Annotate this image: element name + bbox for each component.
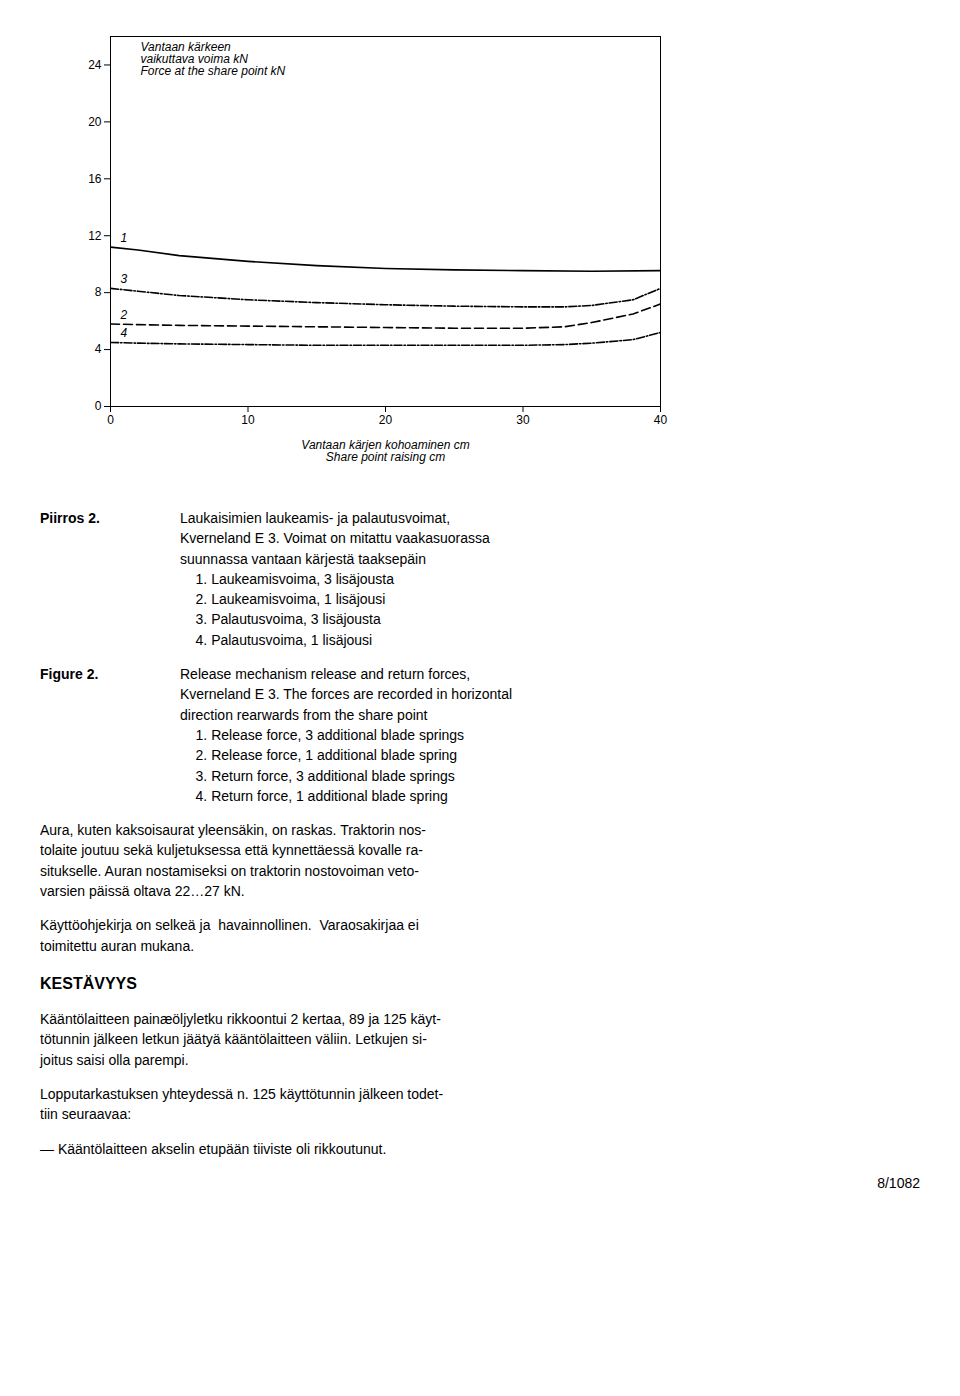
html-text:Figure 2.: Figure 2.: [40, 666, 99, 683]
svg-text:40: 40: [654, 413, 668, 427]
html-text:KESTÄVYYS: KESTÄVYYS: [40, 974, 137, 992]
html-text:Release mechanism release and: Release mechanism release and return for…: [180, 666, 512, 804]
html-text:Kääntölaitteen painæöljyletku: Kääntölaitteen painæöljyletku rikkoontui…: [40, 1011, 441, 1068]
html-text:— Kääntölaitteen akselin etupä: — Kääntölaitteen akselin etupään tiivist…: [40, 1140, 387, 1157]
html-text:8/1082: 8/1082: [877, 1174, 920, 1191]
html-text:Käyttöohjekirja on selkeä ja h: Käyttöohjekirja on selkeä ja havainnolli…: [40, 917, 419, 954]
svg-text:0: 0: [107, 413, 114, 427]
svg-text:8: 8: [95, 285, 102, 299]
svg-text:20: 20: [379, 413, 393, 427]
svg-text:12: 12: [88, 229, 102, 243]
svg-text:Vantaan kärjen kohoaminen cmSh: Vantaan kärjen kohoaminen cmShare point …: [301, 438, 469, 464]
svg-text:1: 1: [121, 231, 128, 245]
html-text:Aura, kuten kaksoisaurat yleen: Aura, kuten kaksoisaurat yleensäkin, on …: [40, 822, 426, 899]
svg-text:4: 4: [95, 342, 102, 356]
svg-text:30: 30: [516, 413, 530, 427]
svg-text:16: 16: [88, 172, 102, 186]
svg-text:10: 10: [241, 413, 255, 427]
svg-text:Vantaan kärkeenvaikuttava voim: Vantaan kärkeenvaikuttava voima kNForce …: [141, 40, 286, 78]
svg-text:4: 4: [121, 326, 128, 340]
svg-text:20: 20: [88, 115, 102, 129]
svg-text:3: 3: [121, 272, 128, 286]
svg-text:0: 0: [95, 399, 102, 413]
html-text:Lopputarkastuksen yhteydessä n: Lopputarkastuksen yhteydessä n. 125 käyt…: [40, 1086, 444, 1123]
svg-text:2: 2: [120, 308, 128, 322]
html-text:Piirros 2.: Piirros 2.: [40, 510, 100, 526]
html-text:Laukaisimien laukeamis- ja pal: Laukaisimien laukeamis- ja palautusvoima…: [180, 510, 490, 648]
svg-text:24: 24: [88, 58, 102, 72]
